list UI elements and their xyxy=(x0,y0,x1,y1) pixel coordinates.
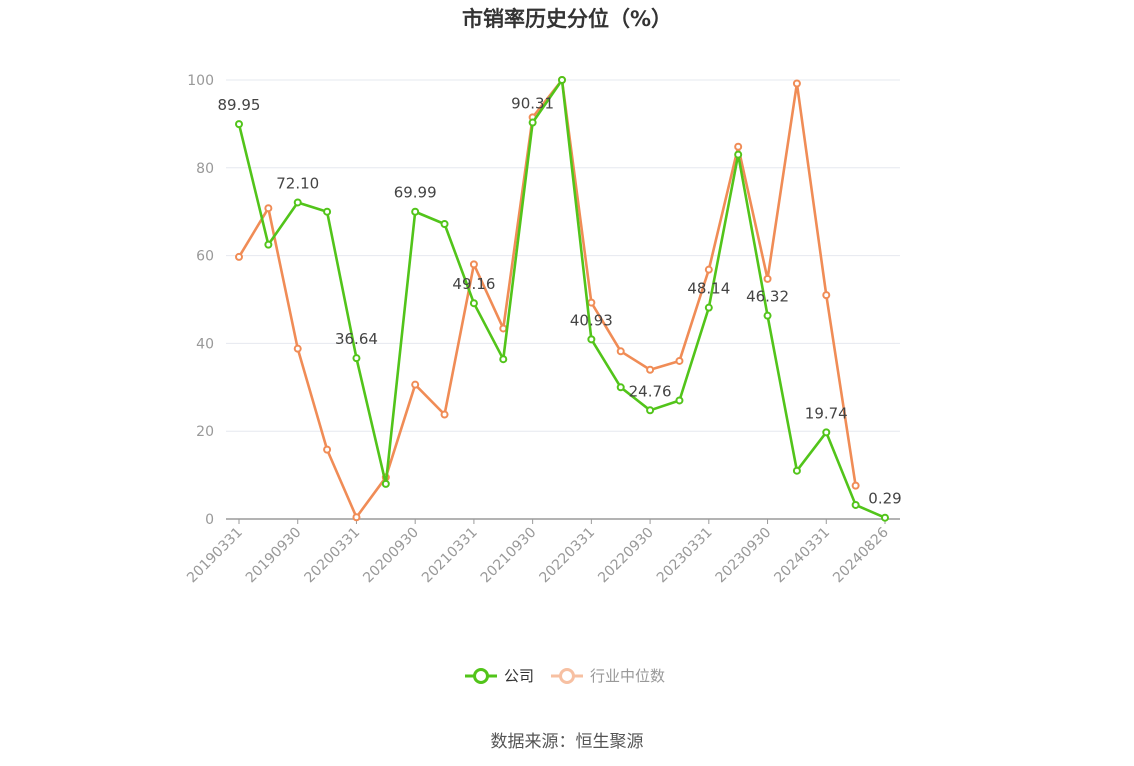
legend-industry-marker xyxy=(559,668,575,684)
data-labels: 89.95 72.10 36.64 69.99 49.16 90.31 40.93 24.76… xyxy=(218,95,902,508)
data-point-company[interactable] xyxy=(587,335,596,344)
x-tick-label: 20200930 xyxy=(360,525,422,587)
data-label: 89.95 xyxy=(218,96,261,114)
x-tick-label: 20210331 xyxy=(419,525,481,587)
data-label: 90.31 xyxy=(511,95,554,113)
data-point-company[interactable] xyxy=(264,240,273,249)
data-point-industry[interactable] xyxy=(587,298,596,307)
y-tick-label: 80 xyxy=(196,161,214,177)
data-point-company[interactable] xyxy=(381,479,390,488)
data-point-company[interactable] xyxy=(499,355,508,364)
data-point-company[interactable] xyxy=(558,76,566,84)
y-tick-label: 20 xyxy=(196,424,214,440)
data-point-company[interactable] xyxy=(704,303,713,312)
y-tick-label: 0 xyxy=(205,512,214,528)
data-label: 40.93 xyxy=(570,311,613,329)
data-point-industry[interactable] xyxy=(616,347,625,356)
data-point-industry[interactable] xyxy=(323,445,332,454)
legend-company-label: 公司 xyxy=(504,667,534,685)
data-point-company[interactable] xyxy=(293,198,302,207)
series-group xyxy=(235,76,889,522)
data-point-company[interactable] xyxy=(822,428,831,437)
data-point-industry[interactable] xyxy=(646,365,655,374)
data-point-industry[interactable] xyxy=(851,481,860,490)
chart-title: 市销率历史分位（%） xyxy=(462,7,672,31)
data-label: 0.29 xyxy=(868,490,901,508)
x-tick-label: 20190930 xyxy=(243,525,305,587)
data-label: 49.16 xyxy=(452,275,495,293)
data-point-company[interactable] xyxy=(352,354,361,363)
data-point-company[interactable] xyxy=(763,311,772,320)
data-point-industry[interactable] xyxy=(734,142,743,151)
series-line-industry xyxy=(237,78,857,519)
data-label: 48.14 xyxy=(687,280,730,298)
data-label: 69.99 xyxy=(394,184,437,202)
legend-item-company[interactable]: 公司 xyxy=(465,667,534,685)
data-point-company[interactable] xyxy=(323,207,332,216)
y-tick-label: 100 xyxy=(187,73,214,89)
legend-industry-label: 行业中位数 xyxy=(590,667,665,685)
data-point-industry[interactable] xyxy=(499,324,508,333)
data-point-company[interactable] xyxy=(734,150,743,159)
data-point-industry[interactable] xyxy=(235,252,243,261)
data-point-industry[interactable] xyxy=(704,265,713,274)
data-point-industry[interactable] xyxy=(352,513,361,522)
data-point-industry[interactable] xyxy=(411,380,420,389)
data-point-company[interactable] xyxy=(411,207,420,216)
data-point-company[interactable] xyxy=(616,383,625,392)
data-point-company[interactable] xyxy=(528,118,537,127)
source-text: 数据来源：恒生聚源 xyxy=(491,732,644,752)
x-tick-label: 20200331 xyxy=(302,525,364,587)
data-point-company[interactable] xyxy=(440,219,449,228)
y-tick-label: 40 xyxy=(196,336,214,352)
data-point-company[interactable] xyxy=(646,406,655,415)
data-point-company[interactable] xyxy=(881,513,889,522)
x-tick-label: 20210930 xyxy=(478,525,540,587)
data-label: 36.64 xyxy=(335,330,378,348)
data-point-industry[interactable] xyxy=(264,204,273,213)
data-point-company[interactable] xyxy=(469,299,478,308)
data-label: 24.76 xyxy=(629,382,672,400)
x-tick-label: 20230331 xyxy=(654,525,716,587)
data-point-company[interactable] xyxy=(792,466,801,475)
x-tick-label: 20240826 xyxy=(830,524,892,586)
data-point-industry[interactable] xyxy=(440,410,449,419)
legend[interactable]: 公司 行业中位数 xyxy=(465,667,665,685)
data-point-company[interactable] xyxy=(851,500,860,509)
legend-company-marker xyxy=(473,668,489,684)
data-label: 72.10 xyxy=(276,174,319,192)
data-point-industry[interactable] xyxy=(822,291,831,300)
x-tick-label: 20240331 xyxy=(771,525,833,587)
data-point-industry[interactable] xyxy=(675,356,684,365)
x-tick-label: 20220930 xyxy=(595,525,657,587)
x-tick-label: 20190331 xyxy=(184,525,246,587)
grid-lines xyxy=(226,79,900,432)
y-tick-label: 60 xyxy=(196,249,214,265)
data-point-industry[interactable] xyxy=(792,79,801,88)
data-point-industry[interactable] xyxy=(293,344,302,353)
data-point-industry[interactable] xyxy=(763,274,772,283)
x-tick-label: 20220331 xyxy=(536,525,598,587)
data-point-company[interactable] xyxy=(675,396,684,405)
data-point-industry[interactable] xyxy=(469,260,478,269)
y-axis: 0 20 40 60 80 100 xyxy=(187,73,214,528)
data-label: 46.32 xyxy=(746,288,789,306)
legend-item-industry[interactable]: 行业中位数 xyxy=(551,667,665,685)
x-tick-label: 20230930 xyxy=(713,525,775,587)
data-point-company[interactable] xyxy=(235,120,243,129)
data-label: 19.74 xyxy=(805,404,848,422)
x-axis: 2019033120190930202003312020093020210331… xyxy=(184,518,900,587)
